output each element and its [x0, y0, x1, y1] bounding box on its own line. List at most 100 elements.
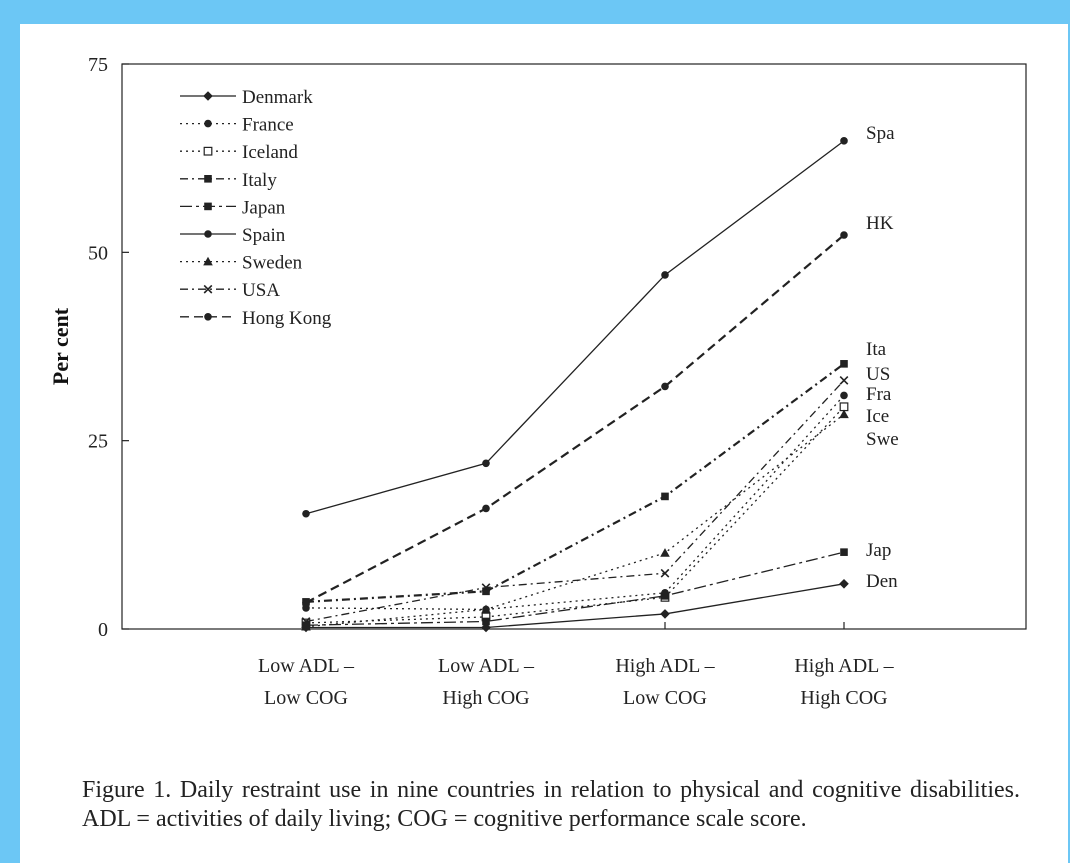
series-line	[305, 362, 845, 603]
figure-panel: 0 25 50 75 Low ADL – Low COG Low ADL – High COG…	[20, 24, 1068, 863]
legend-label: USA	[242, 280, 280, 301]
data-point-stroke	[660, 568, 670, 578]
y-tick-label: 75	[88, 54, 108, 76]
series-end-label: Swe	[866, 429, 899, 450]
data-point	[660, 609, 670, 619]
data-point	[204, 230, 212, 238]
legend-label: Denmark	[242, 87, 313, 108]
data-point	[482, 587, 490, 596]
x-category-label: Low COG	[264, 687, 348, 709]
legend-entry: Japan	[180, 197, 286, 218]
series-line	[305, 413, 845, 628]
legend-label: Hong Kong	[242, 308, 332, 329]
data-point	[203, 91, 213, 101]
data-point-stroke	[301, 617, 311, 626]
legend-label: Italy	[242, 170, 277, 191]
plot-frame	[121, 63, 1027, 630]
series-end-label: Ice	[866, 406, 889, 427]
series-end-label: Ita	[866, 339, 887, 360]
data-point	[661, 492, 669, 501]
data-point	[204, 175, 212, 183]
series-end-label: Spa	[866, 123, 895, 144]
series-spain: Spa	[302, 123, 895, 518]
series-denmark: Den	[301, 571, 898, 633]
legend-entry: France	[180, 115, 294, 136]
series-line	[305, 551, 845, 626]
line-chart: 0 25 50 75 Low ADL – Low COG Low ADL – High COG…	[48, 54, 1027, 709]
data-point	[204, 119, 212, 128]
series-italy: Ita	[302, 339, 887, 606]
legend-entry: Iceland	[180, 142, 298, 163]
x-category-label: High COG	[442, 687, 529, 709]
data-point	[840, 548, 848, 556]
data-point	[482, 617, 490, 626]
figure-caption: Figure 1. Daily restraint use in nine co…	[82, 777, 1020, 832]
data-point	[840, 231, 848, 239]
data-point	[302, 509, 310, 518]
data-point	[840, 137, 848, 145]
x-category-label: High COG	[800, 687, 887, 709]
data-point	[660, 548, 670, 557]
data-point	[839, 402, 849, 412]
series-japan: Jap	[302, 540, 891, 630]
legend-entry: Hong Kong	[180, 308, 332, 329]
data-point	[204, 202, 212, 211]
x-category-label: Low COG	[623, 687, 707, 709]
data-point-stroke	[481, 583, 491, 592]
data-point	[481, 604, 491, 614]
series-line	[306, 583, 845, 629]
series-end-label: Den	[866, 571, 898, 592]
series-line	[305, 406, 845, 624]
legend-label: Japan	[242, 197, 286, 218]
series-sweden: Swe	[301, 409, 899, 631]
data-point	[839, 409, 849, 419]
series-end-label: US	[866, 364, 890, 385]
series-line	[305, 395, 845, 611]
data-point	[204, 313, 212, 321]
data-point	[301, 621, 311, 631]
legend-entry: Denmark	[180, 87, 313, 108]
data-point	[660, 568, 670, 578]
legend-entry: Sweden	[180, 253, 303, 274]
data-point-stroke	[203, 284, 213, 294]
legend-label: France	[242, 115, 294, 136]
legend-label: Iceland	[242, 142, 298, 163]
data-point	[301, 617, 311, 626]
data-point	[661, 382, 669, 391]
data-point	[839, 376, 849, 385]
y-tick-label: 25	[88, 431, 108, 453]
y-tick-label: 0	[98, 619, 108, 641]
series-line	[305, 234, 845, 604]
legend-entry: USA	[180, 280, 280, 301]
series-hong-kong: HK	[302, 213, 894, 607]
data-point-stroke	[839, 376, 849, 385]
chart-axes: 0 25 50 75 Low ADL – Low COG Low ADL – High COG…	[48, 54, 1027, 709]
y-axis-label: Per cent	[48, 307, 73, 385]
data-point	[481, 583, 491, 592]
data-point	[840, 360, 848, 368]
legend-label: Sweden	[242, 253, 303, 274]
series-end-label: HK	[866, 213, 894, 234]
data-point	[482, 504, 490, 513]
series-usa: US	[301, 364, 890, 626]
data-point	[203, 146, 213, 156]
data-point	[203, 284, 213, 294]
series-end-label: Jap	[866, 540, 891, 561]
series-line	[305, 379, 845, 623]
series-line	[305, 140, 845, 515]
x-category-label: High ADL –	[615, 655, 715, 677]
series-end-label: Fra	[866, 384, 892, 405]
y-tick-label: 50	[88, 242, 108, 264]
data-point	[661, 271, 669, 279]
x-category-label: High ADL –	[794, 655, 894, 677]
legend-label: Spain	[242, 225, 286, 246]
data-point	[302, 604, 310, 612]
x-category-label: Low ADL –	[438, 655, 535, 677]
data-point	[840, 391, 848, 400]
legend-entry: Italy	[180, 170, 277, 191]
data-point	[302, 598, 310, 607]
series-iceland: Ice	[301, 402, 889, 628]
x-category-label: Low ADL –	[258, 655, 355, 677]
data-point	[482, 459, 490, 468]
